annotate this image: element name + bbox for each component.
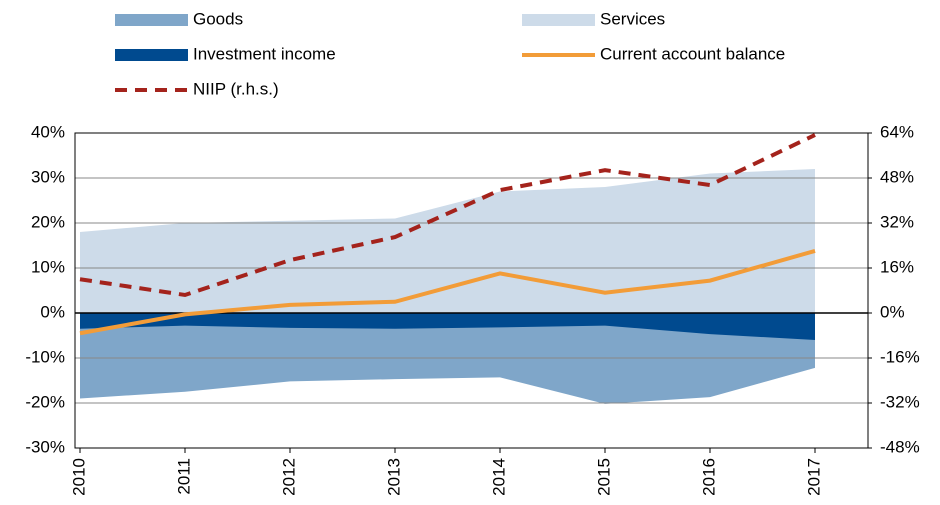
y2-tick-label: 16%: [880, 257, 914, 276]
x-tick-label: 2014: [489, 458, 508, 496]
line: [79, 248, 816, 336]
legend-label: Current account balance: [600, 44, 785, 63]
area: [80, 313, 815, 340]
y-tick-label: 20%: [31, 212, 65, 231]
plot-frame: [74, 132, 869, 449]
y2-tick-label: 0%: [880, 302, 905, 321]
legend-swatch: [522, 14, 595, 26]
y-tick-label: 40%: [31, 122, 65, 141]
legend-label: Goods: [193, 9, 243, 28]
y2-tick-label: -16%: [880, 347, 920, 366]
line: [79, 133, 816, 298]
x-tick-label: 2016: [699, 458, 718, 496]
x-tick-label: 2013: [384, 458, 403, 496]
legend-label: NIIP (r.h.s.): [193, 79, 279, 98]
y2-tick-label: 32%: [880, 212, 914, 231]
y-tick-label: -30%: [25, 437, 65, 456]
x-tick-label: 2015: [594, 458, 613, 496]
y-tick-label: -20%: [25, 392, 65, 411]
y2-tick-label: -48%: [880, 437, 920, 456]
y-tick-label: 0%: [40, 302, 65, 321]
y2-tick-label: 64%: [880, 122, 914, 141]
legend-swatch: [115, 14, 188, 26]
y-tick-label: -10%: [25, 347, 65, 366]
x-tick-label: 2012: [279, 458, 298, 496]
y2-tick-label: 48%: [880, 167, 914, 186]
y-tick-label: 10%: [31, 257, 65, 276]
x-tick-label: 2010: [69, 458, 88, 496]
x-tick-label: 2011: [174, 458, 193, 495]
y2-tick-label: -32%: [880, 392, 920, 411]
y-tick-label: 30%: [31, 167, 65, 186]
area: [80, 169, 815, 313]
legend-swatch: [115, 49, 188, 61]
legend-label: Investment income: [193, 44, 336, 63]
legend-label: Services: [600, 9, 665, 28]
x-tick-label: 2017: [804, 458, 823, 496]
